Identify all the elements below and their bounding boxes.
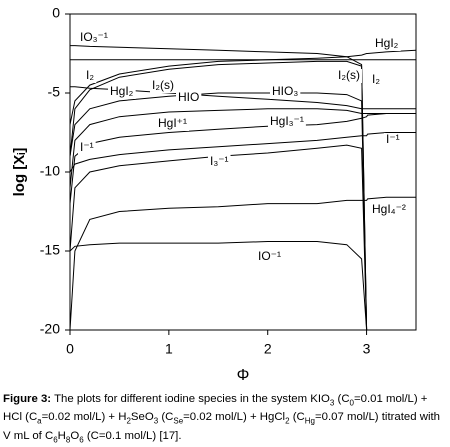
x-axis-label: Φ [237, 367, 250, 384]
caption-text: =0.02 mol/L) + HgCl [183, 411, 286, 424]
caption-text: =0.01 mol/L) + HCl (C [3, 393, 428, 424]
annotation-bg [336, 69, 362, 83]
curve [69, 241, 368, 331]
caption-text: H [57, 429, 66, 442]
curve-label: HgI₂ [110, 84, 134, 98]
caption-text: 3 [329, 398, 335, 408]
y-tick-label: 0 [52, 5, 60, 21]
annotation-bg [370, 203, 408, 217]
annotation-bg [384, 133, 402, 147]
caption-text: 0 [349, 398, 354, 408]
curve-label: HIO₃ [272, 84, 298, 98]
annotation-bg [370, 73, 383, 87]
x-tick-label: 1 [165, 341, 173, 357]
caption-text: (C [289, 411, 305, 424]
chart: Φ log [Xᵢ] 0 -5 -10 -15 -20 0 1 2 3 IO₃⁻¹ HgI₂ I₂ Hg… [11, 5, 417, 384]
y-tick-label: -15 [40, 242, 60, 258]
curve-label: I⁻¹ [386, 132, 400, 146]
curve-label: I⁻¹ [80, 140, 94, 154]
caption-text: (C [158, 411, 174, 424]
caption-text: Se [173, 416, 184, 426]
curve-label: IO₃⁻¹ [80, 30, 108, 44]
y-axis-label: log [Xᵢ] [11, 148, 28, 197]
curve-label: I₂(s) [338, 68, 360, 82]
caption-text: =0.07 mol/L) titrated with V mL of C [3, 411, 441, 442]
curve [70, 86, 416, 110]
caption-text: 8 [65, 434, 71, 444]
curve-label: HgI₃⁻¹ [270, 114, 304, 128]
caption-text: 6 [53, 434, 58, 444]
annotation-bg [78, 31, 110, 45]
y-tick-label: -20 [40, 321, 60, 337]
y-tick-label: -10 [40, 163, 60, 179]
x-tick-label: 3 [363, 341, 371, 357]
curve [69, 60, 368, 331]
curve-label: I₂ [86, 68, 94, 82]
curve-label: I₂(s) [152, 78, 174, 92]
caption-text: (C [334, 393, 350, 405]
annotation-bg [268, 115, 306, 129]
caption-text: a [37, 416, 42, 426]
curve [69, 108, 416, 188]
x-tick-label: 2 [264, 341, 272, 357]
curve [69, 144, 368, 331]
curve [69, 132, 416, 173]
curve [69, 196, 416, 331]
curve [69, 49, 417, 125]
curve-label: IO⁻¹ [258, 249, 281, 263]
caption-text: 2 [126, 416, 131, 426]
caption-text: (C=0.1 mol/L) [17]. [83, 429, 182, 442]
annotation-bg [176, 91, 202, 105]
annotation-bg [108, 85, 136, 99]
caption-label: Figure 3: [3, 393, 52, 405]
annotation-bg [156, 117, 190, 131]
caption: Figure 3: The plots for different iodine… [3, 392, 447, 447]
caption-text: 2 [285, 416, 290, 426]
annotation-bg [373, 37, 401, 51]
annotation-bg [270, 85, 301, 99]
annotation-bg [256, 250, 284, 264]
caption-text: 6 [79, 434, 84, 444]
curve-label: HgI₂ [375, 36, 399, 50]
curve-label: I₂ [372, 72, 380, 86]
caption-text: 3 [153, 416, 159, 426]
curve-label: HgI₄⁻² [372, 202, 406, 216]
caption-text: O [70, 429, 80, 442]
caption-text: Hg [304, 416, 315, 426]
y-tick-label: -5 [48, 84, 61, 100]
caption-text: The plots for different iodine species i… [51, 393, 330, 405]
caption-text: SeO [130, 411, 154, 424]
curve-label: I₃⁻¹ [210, 154, 229, 168]
annotation-bg [78, 141, 96, 155]
annotation-bg [84, 69, 97, 83]
curve [69, 92, 368, 331]
annotation-bg [150, 79, 176, 93]
annotation-bg [208, 155, 231, 169]
curve-label: HIO [178, 90, 199, 104]
x-tick-label: 0 [66, 341, 74, 357]
curve-label: HgI⁺¹ [158, 116, 187, 130]
caption-text: =0.02 mol/L) + H [41, 411, 127, 424]
